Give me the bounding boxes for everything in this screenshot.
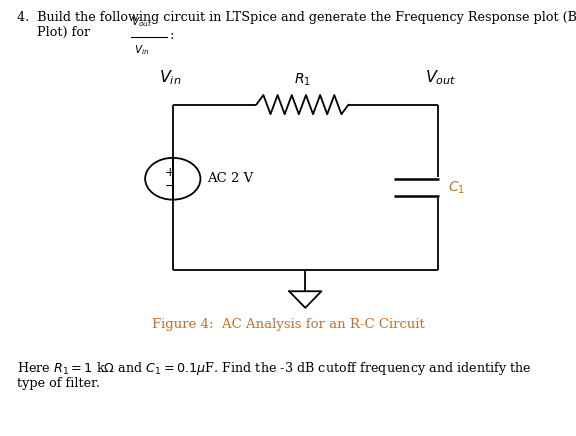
Text: $V_{in}$: $V_{in}$ — [134, 44, 149, 58]
Text: $C_1$: $C_1$ — [448, 179, 465, 196]
Text: $V_{out}$: $V_{out}$ — [131, 15, 153, 29]
Text: Figure 4:  AC Analysis for an R-C Circuit: Figure 4: AC Analysis for an R-C Circuit — [151, 318, 425, 331]
Text: Here $R_1 = 1$ k$\Omega$ and $C_1 = 0.1\mu$F. Find the -3 dB cutoff frequency an: Here $R_1 = 1$ k$\Omega$ and $C_1 = 0.1\… — [17, 360, 532, 377]
Text: $-$: $-$ — [164, 179, 176, 192]
Text: Plot) for: Plot) for — [17, 26, 94, 39]
Text: $V_{in}$: $V_{in}$ — [159, 68, 181, 87]
Text: $V_{out}$: $V_{out}$ — [425, 68, 456, 87]
Text: 4.  Build the following circuit in LTSpice and generate the Frequency Response p: 4. Build the following circuit in LTSpic… — [17, 11, 576, 24]
Text: $R_1$: $R_1$ — [294, 72, 311, 88]
Text: $+$: $+$ — [164, 166, 176, 179]
Text: :: : — [170, 29, 175, 42]
Text: AC 2 V: AC 2 V — [207, 172, 253, 185]
Text: type of filter.: type of filter. — [17, 377, 100, 390]
